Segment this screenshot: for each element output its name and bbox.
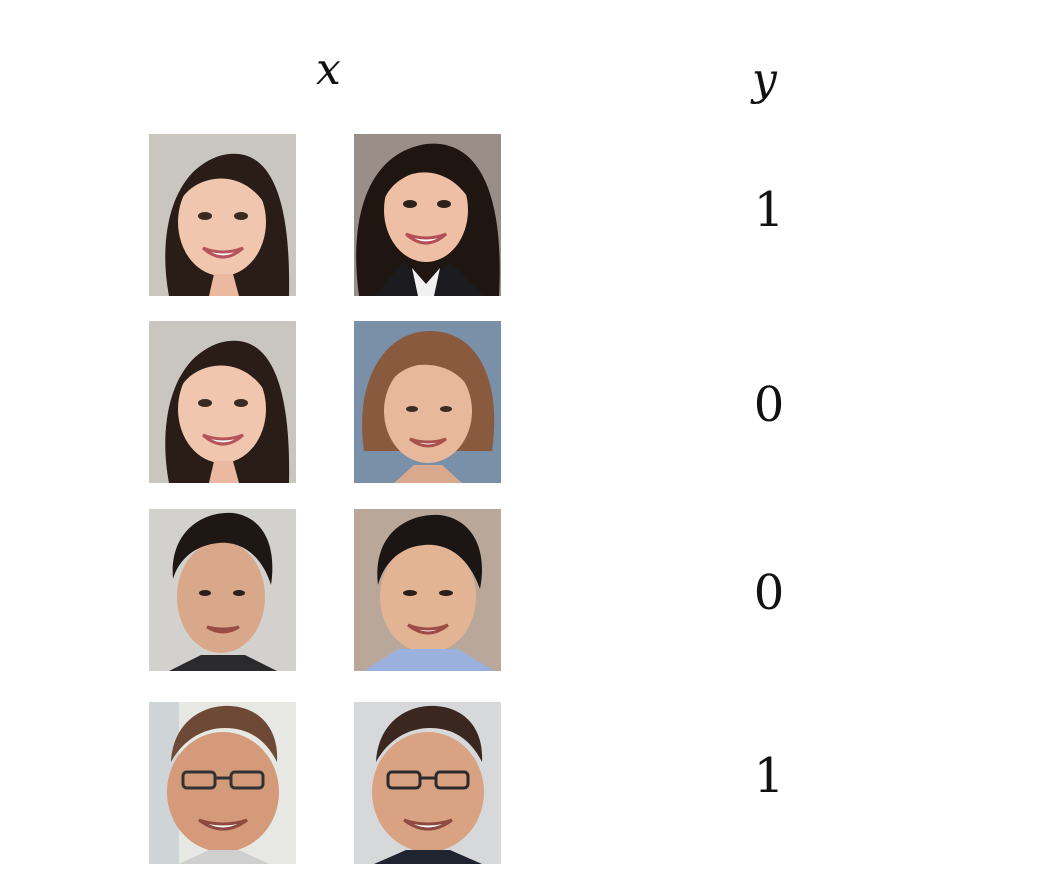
smiling-man-dark-hair-blue-shirt-icon: [354, 509, 501, 671]
x-header: x: [316, 44, 341, 95]
smiling-woman-dark-hair-blazer-icon: [354, 134, 501, 296]
smiling-woman-long-dark-hair-icon: [149, 321, 296, 483]
pair-row-2: 0: [0, 321, 1048, 483]
y-header: y: [752, 54, 777, 105]
smiling-man-glasses-icon: [149, 702, 296, 864]
label-value-2: 0: [753, 377, 785, 433]
pair-row-1: 1: [0, 134, 1048, 296]
label-value-3: 0: [753, 565, 785, 621]
pair-row-3: 0: [0, 509, 1048, 671]
smiling-man-short-dark-hair-icon: [149, 509, 296, 671]
label-value-1: 1: [753, 182, 785, 238]
smiling-older-woman-short-hair-icon: [354, 321, 501, 483]
smiling-woman-long-dark-hair-icon: [149, 134, 296, 296]
label-value-4: 1: [753, 748, 785, 804]
pair-row-4: 1: [0, 702, 1048, 864]
smiling-man-glasses-icon: [354, 702, 501, 864]
